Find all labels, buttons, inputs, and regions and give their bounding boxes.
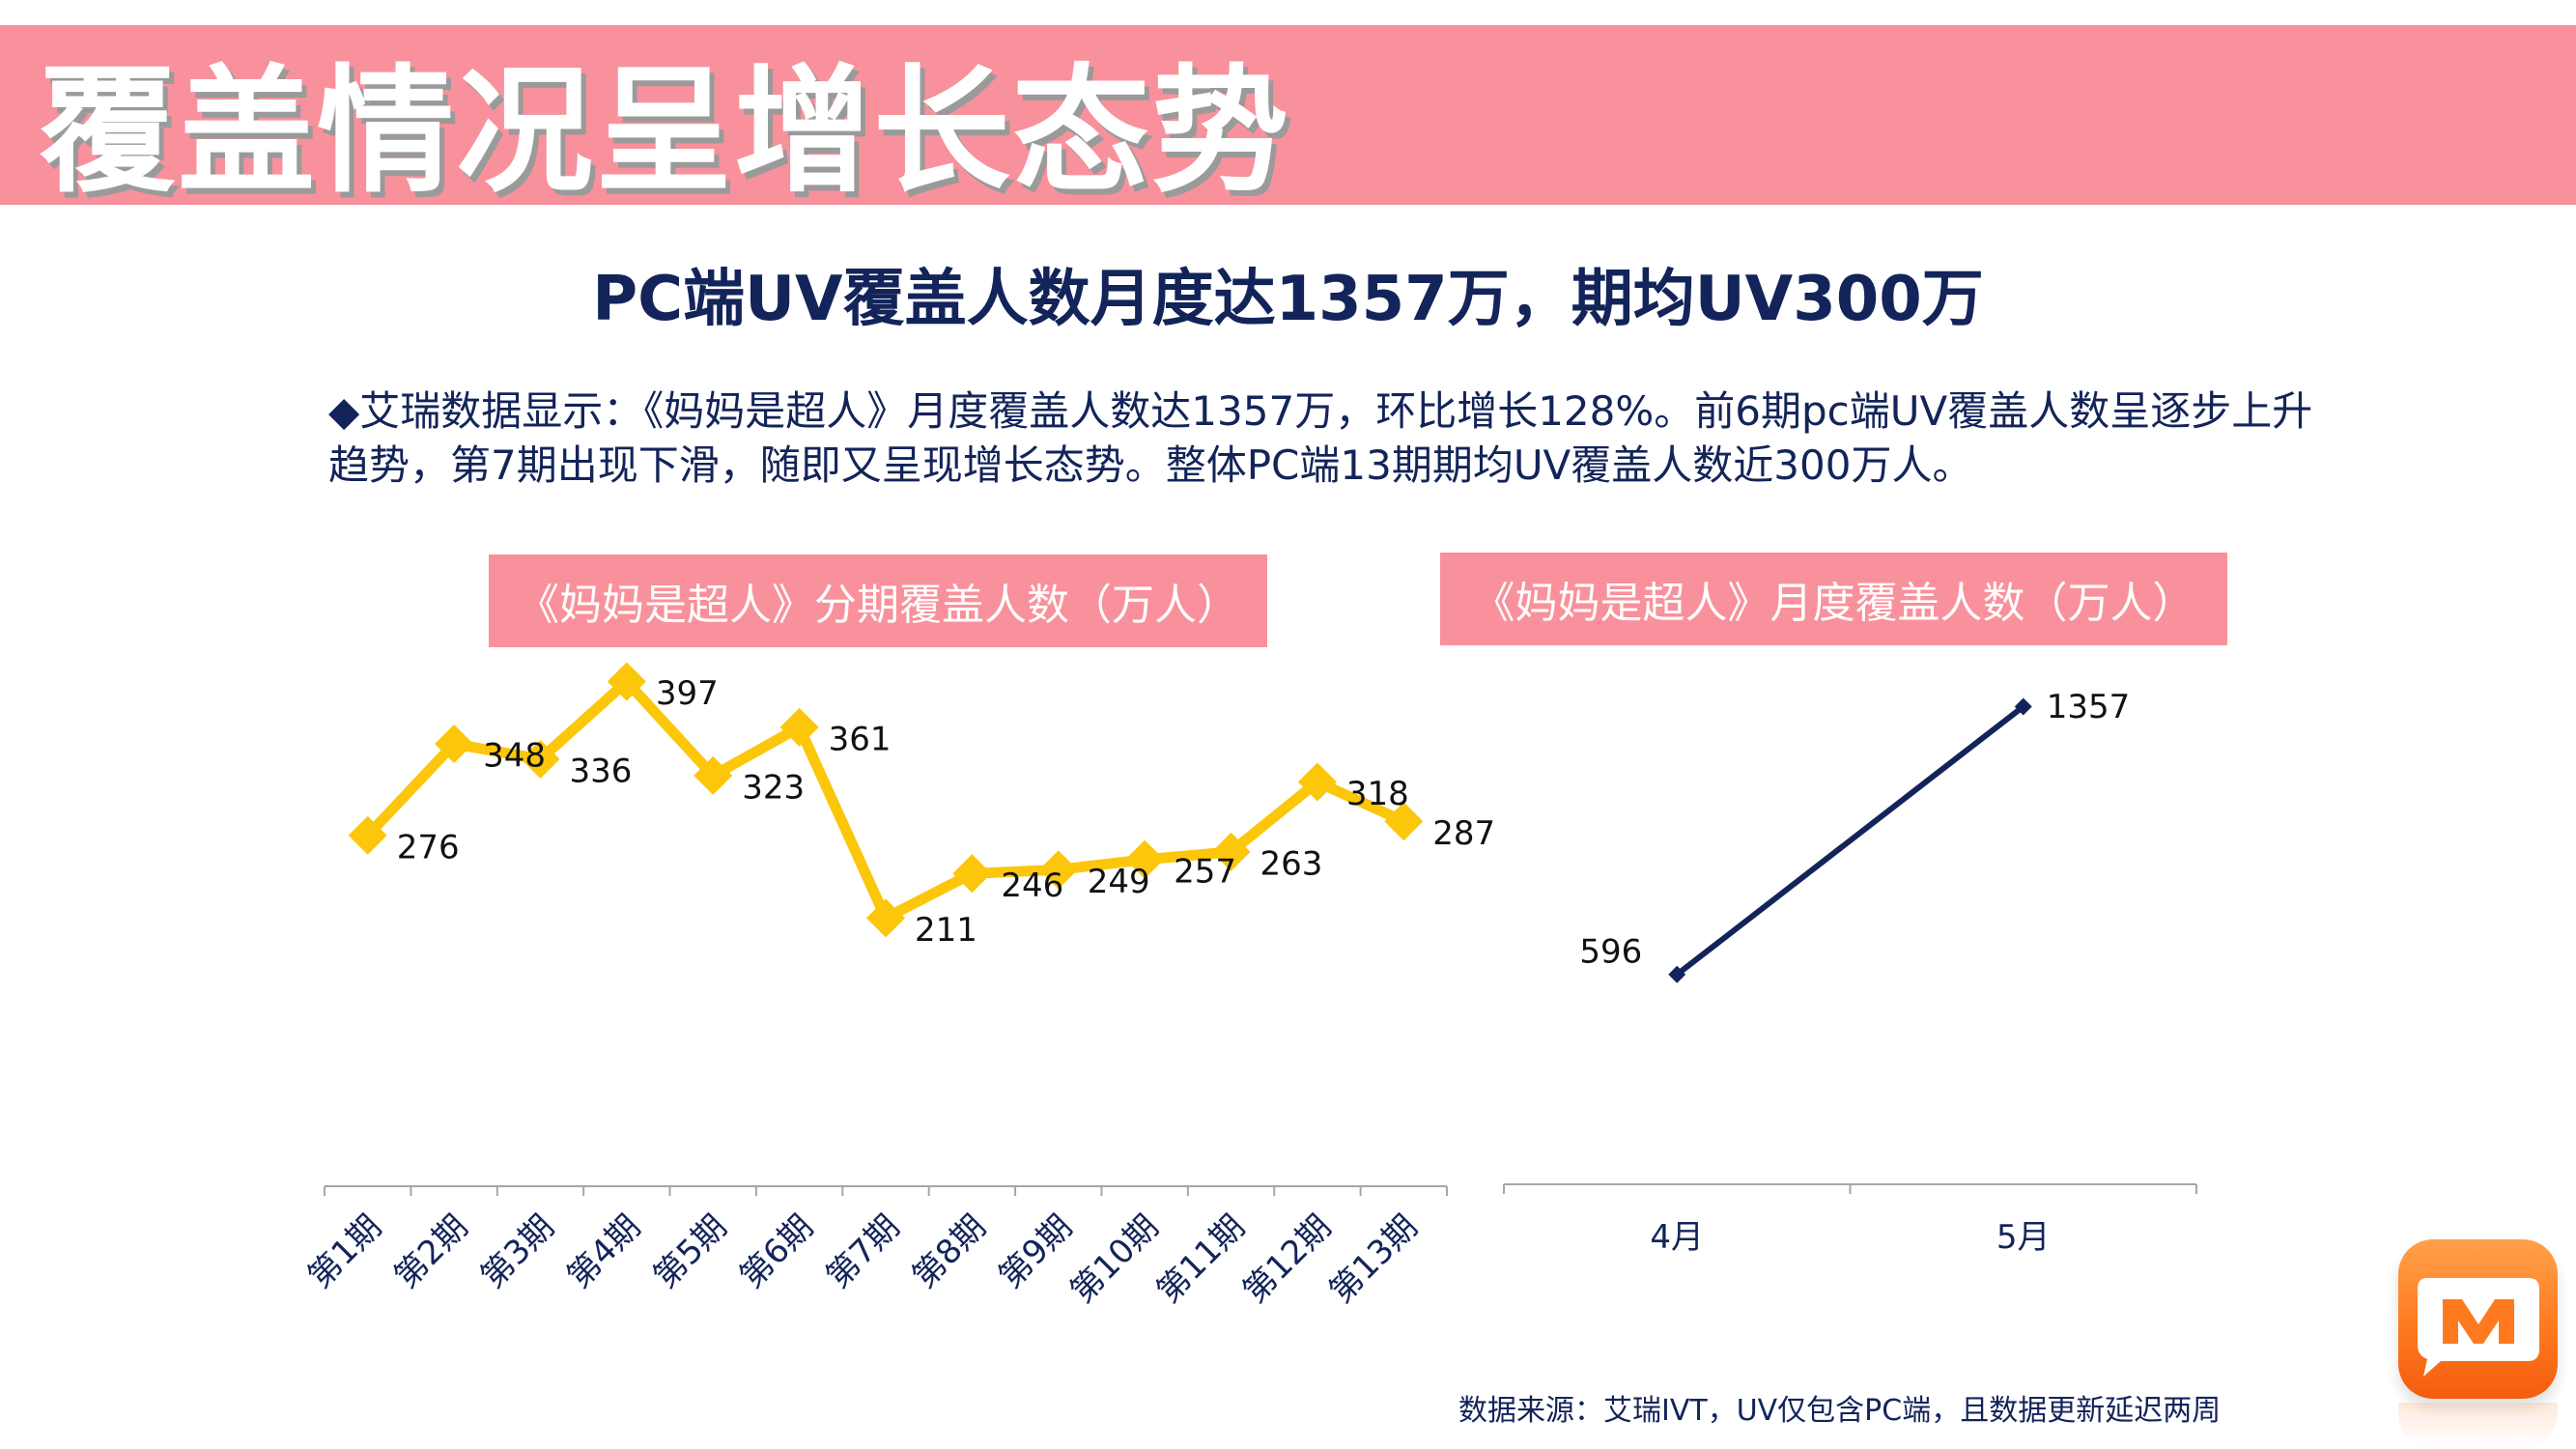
period-data-label: 336 — [569, 752, 632, 790]
mango-tv-logo-icon — [2398, 1239, 2558, 1399]
monthly-point — [1668, 965, 1686, 983]
period-tick-label: 第11期 — [1149, 1208, 1253, 1311]
period-point — [1038, 850, 1078, 890]
monthly-data-label: 1357 — [2047, 688, 2131, 726]
period-data-label: 249 — [1088, 863, 1150, 901]
monthly-chart-title: 《妈妈是超人》月度覆盖人数（万人） — [1440, 553, 2227, 645]
period-data-label: 361 — [829, 720, 892, 758]
period-data-label: 257 — [1174, 852, 1236, 891]
period-data-label: 348 — [483, 737, 546, 776]
period-tick-label: 第2期 — [387, 1208, 476, 1296]
period-point — [694, 755, 733, 795]
period-tick-label: 第10期 — [1063, 1208, 1167, 1311]
monthly-point — [2014, 697, 2032, 716]
monthly-series-line — [1675, 704, 2025, 978]
period-tick-label: 第3期 — [473, 1208, 562, 1296]
period-point — [1384, 802, 1424, 841]
description-text: ◆艾瑞数据显示：《妈妈是超人》月度覆盖人数达1357万，环比增长128%。前6期… — [328, 387, 2313, 489]
monthly-data-label: 596 — [1579, 932, 1642, 971]
period-line-chart: 276 348 336 397 323 361 211 246 249 257 263 318 287 第… — [300, 662, 1495, 1311]
period-point — [1297, 762, 1337, 802]
title-banner: 覆盖情况呈增长态势 — [0, 25, 2576, 205]
period-tick-label: 第5期 — [646, 1208, 735, 1296]
period-chart-title: 《妈妈是超人》分期覆盖人数（万人） — [489, 554, 1267, 647]
period-data-label: 263 — [1260, 844, 1323, 883]
period-point — [779, 707, 819, 747]
logo-reflection — [2398, 1403, 2558, 1449]
period-data-label: 211 — [915, 911, 977, 950]
data-source-note: 数据来源：艾瑞IVT，UV仅包含PC端，且数据更新延迟两周 — [1458, 1394, 2222, 1428]
period-tick-label: 第6期 — [732, 1208, 821, 1296]
monthly-line-chart: 596 1357 4月 5月 — [1503, 688, 2197, 1257]
period-tick-label: 第8期 — [905, 1208, 994, 1296]
period-tick-label: 第7期 — [819, 1208, 908, 1296]
period-tick-label: 第13期 — [1322, 1208, 1426, 1311]
period-point — [1211, 832, 1251, 871]
period-point — [348, 815, 387, 855]
period-data-label: 246 — [1001, 867, 1063, 905]
period-data-label: 397 — [656, 674, 719, 713]
monthly-tick-label: 4月 — [1650, 1218, 1704, 1257]
period-point — [1125, 839, 1165, 879]
monthly-tick-label: 5月 — [1996, 1218, 2051, 1257]
period-data-label: 287 — [1432, 814, 1495, 853]
period-data-label: 323 — [742, 768, 805, 807]
period-point — [607, 662, 646, 701]
period-tick-label: 第1期 — [300, 1208, 389, 1296]
period-data-label: 276 — [397, 828, 460, 867]
period-point — [435, 724, 474, 764]
period-series-line — [363, 673, 1406, 925]
headline: PC端UV覆盖人数月度达1357万，期均UV300万 — [592, 264, 1984, 335]
period-point — [952, 854, 992, 894]
period-data-label: 318 — [1346, 775, 1409, 813]
period-tick-label: 第4期 — [560, 1208, 649, 1296]
period-point — [866, 898, 905, 938]
period-point — [521, 739, 560, 779]
period-tick-label: 第12期 — [1235, 1208, 1339, 1311]
page-title: 覆盖情况呈增长态势 — [39, 52, 1290, 212]
